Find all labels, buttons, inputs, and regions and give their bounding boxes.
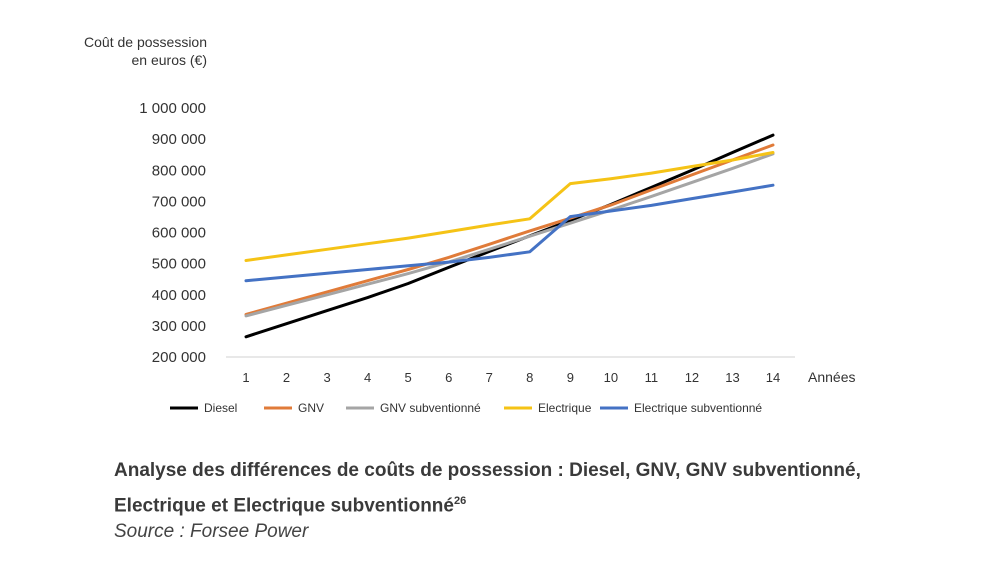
x-tick-label: 9 — [567, 370, 574, 385]
series-line-gnv — [244, 143, 775, 316]
x-tick-label: 13 — [725, 370, 739, 385]
y-tick-label: 600 000 — [152, 225, 206, 242]
series-line-electrique — [244, 151, 775, 262]
chart-source: Source : Forsee Power — [114, 521, 309, 542]
x-tick-label: 1 — [242, 370, 249, 385]
series-line-gnv-subventionne — [244, 152, 775, 318]
y-tick-label: 500 000 — [152, 256, 206, 273]
series-lines — [244, 133, 775, 339]
y-tick-label: 200 000 — [152, 349, 206, 366]
x-tick-label: 7 — [486, 370, 493, 385]
series-line-electrique-subventionne — [244, 183, 775, 283]
x-tick-label: 8 — [526, 370, 533, 385]
legend-label: GNV subventionné — [380, 401, 481, 415]
y-tick-label: 700 000 — [152, 193, 206, 210]
x-tick-label: 14 — [766, 370, 780, 385]
legend-label: GNV — [298, 401, 324, 415]
y-tick-label: 800 000 — [152, 162, 206, 179]
legend-label: Diesel — [204, 401, 237, 415]
caption-text: Analyse des différences de coûts de poss… — [114, 460, 861, 517]
x-tick-label: 3 — [323, 370, 330, 385]
y-axis-ticks: 200 000 300 000 400 000 500 000 600 000 700 0… — [139, 100, 206, 366]
x-tick-label: 10 — [604, 370, 618, 385]
chart-caption: Analyse des différences de coûts de poss… — [114, 456, 874, 521]
y-tick-label: 300 000 — [152, 318, 206, 335]
x-axis-title: Années — [808, 369, 855, 385]
legend: Diesel GNV GNV subventionné Electrique Elect… — [170, 401, 762, 415]
y-tick-label: 900 000 — [152, 131, 206, 148]
caption-footnote: 26 — [453, 495, 467, 507]
x-tick-label: 2 — [283, 370, 290, 385]
cost-of-ownership-chart: Coût de possession en euros (€) 200 000 3… — [84, 34, 855, 415]
legend-label: Electrique subventionné — [634, 401, 762, 415]
x-tick-label: 12 — [685, 370, 699, 385]
y-tick-label: 400 000 — [152, 287, 206, 304]
x-axis-ticks: 1 2 3 4 5 6 7 8 9 10 11 12 13 14 — [242, 370, 780, 385]
x-tick-label: 11 — [645, 370, 659, 385]
legend-label: Electrique — [538, 401, 592, 415]
y-axis-title-line1: Coût de possession — [84, 34, 207, 50]
x-tick-label: 6 — [445, 370, 452, 385]
y-tick-label: 1 000 000 — [139, 100, 206, 117]
y-axis-title-line2: en euros (€) — [132, 52, 207, 68]
x-tick-label: 4 — [364, 370, 371, 385]
x-tick-label: 5 — [405, 370, 412, 385]
